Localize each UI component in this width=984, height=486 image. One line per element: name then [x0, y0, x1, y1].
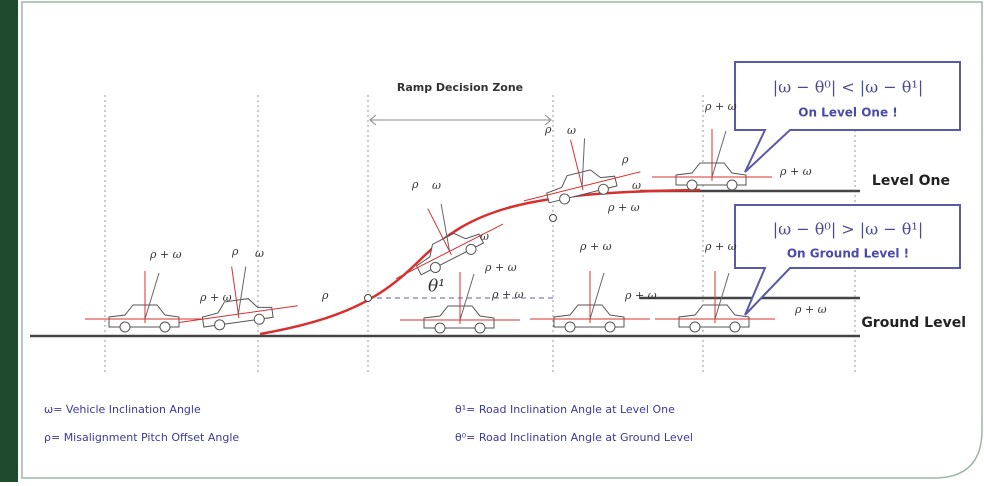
legend-item: ω= Vehicle Inclination Angle	[44, 403, 201, 416]
angle-label: ρ	[411, 178, 419, 191]
legend-item: ρ= Misalignment Pitch Offset Angle	[44, 431, 239, 444]
wheel	[726, 179, 738, 191]
normal-line	[569, 139, 584, 191]
wheel	[604, 321, 616, 333]
normal-line	[427, 208, 452, 256]
wheel	[559, 193, 571, 205]
angle-label: ω	[632, 179, 641, 192]
zone-arrow	[369, 114, 552, 126]
legend-item: θ⁰= Road Inclination Angle at Ground Lev…	[455, 431, 693, 444]
angle-label: ρ + ω	[704, 240, 737, 253]
car-body	[553, 304, 625, 328]
wheel	[434, 322, 446, 334]
callout-formula: |ω − θ⁰| > |ω − θ¹|	[773, 220, 923, 239]
sensor-line	[144, 272, 160, 320]
wheel	[214, 319, 226, 331]
angle-label: ω	[432, 179, 441, 192]
car-body	[675, 162, 747, 186]
callout-box	[734, 204, 961, 316]
car-body	[423, 305, 495, 329]
callout-result: On Ground Level !	[787, 247, 909, 261]
angle-label: ρ	[321, 289, 329, 302]
wheel	[474, 322, 486, 334]
angle-label: ρ + ω	[491, 288, 524, 301]
vehicle	[655, 271, 775, 333]
sensor-line	[459, 273, 475, 321]
node	[549, 214, 557, 222]
vehicle	[530, 271, 650, 333]
legend-item: θ¹= Road Inclination Angle at Level One	[455, 403, 675, 416]
wheel	[686, 179, 698, 191]
zone-label: Ramp Decision Zone	[397, 81, 523, 94]
angle-label: ρ + ω	[149, 248, 182, 261]
vehicle	[652, 129, 772, 191]
angle-label: ρ	[231, 245, 239, 258]
callout-formula: |ω − θ⁰| < |ω − θ¹|	[773, 78, 923, 97]
sensor-line	[714, 272, 730, 320]
vehicle	[85, 271, 205, 333]
angle-label: ω	[567, 124, 576, 137]
angle-label: ρ	[544, 123, 552, 136]
sensor-line	[237, 266, 247, 315]
wheel	[597, 183, 609, 195]
angle-label: ρ + ω	[607, 201, 640, 214]
wheel	[119, 321, 131, 333]
angle-label: ω	[480, 230, 489, 243]
node	[364, 294, 372, 302]
vehicle	[400, 272, 520, 334]
car-body	[108, 304, 180, 328]
level-label: Ground Level	[861, 315, 966, 331]
wheel	[564, 321, 576, 333]
sensor-line	[581, 138, 586, 187]
car-body	[678, 304, 750, 328]
callout-box	[734, 61, 961, 173]
angle-label: ω	[255, 247, 264, 260]
wheel	[253, 313, 265, 325]
vehicle	[178, 266, 298, 331]
angle-label: ρ + ω	[199, 291, 232, 304]
wheel	[429, 262, 441, 274]
angle-label: ρ + ω	[579, 240, 612, 253]
vehicle	[395, 203, 504, 279]
normal-line	[231, 266, 240, 319]
angle-label: ρ + ω	[624, 289, 657, 302]
sensor-line	[711, 130, 727, 178]
sensor-line	[440, 203, 451, 252]
wheel	[689, 321, 701, 333]
angle-label: ρ + ω	[779, 165, 812, 178]
wheel	[465, 243, 477, 255]
level-label: Level One	[872, 173, 950, 189]
angle-label: ρ	[621, 153, 629, 166]
angle-label: ρ + ω	[794, 303, 827, 316]
wheel	[729, 321, 741, 333]
sensor-line	[589, 272, 605, 320]
side-strip	[0, 0, 18, 482]
angle-label: ρ + ω	[704, 100, 737, 113]
angle-label: θ¹	[428, 277, 445, 297]
callout-result: On Level One !	[798, 106, 898, 120]
vehicle	[523, 138, 641, 205]
wheel	[159, 321, 171, 333]
angle-label: ρ + ω	[484, 261, 517, 274]
